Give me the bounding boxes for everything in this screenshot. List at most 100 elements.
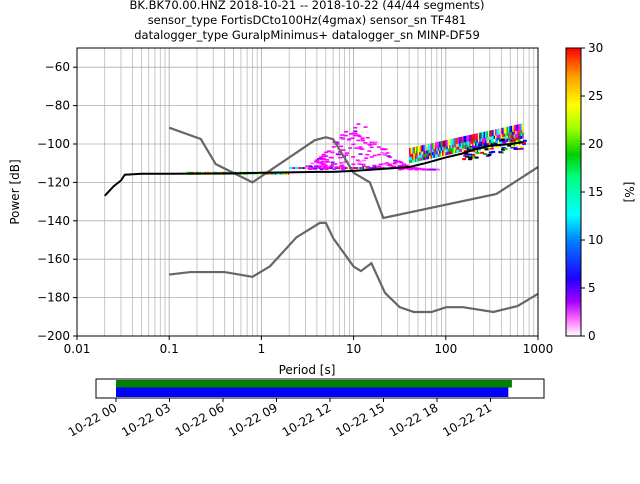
pdf-cell — [362, 167, 365, 170]
excursion-cell — [307, 168, 312, 170]
excursion-cell — [385, 162, 390, 164]
excursion-cell — [410, 167, 415, 170]
y-tick-label: −180 — [37, 291, 70, 305]
pdf-cell — [344, 167, 347, 170]
excursion-cell — [355, 159, 360, 162]
pdf-cell-dense — [468, 158, 473, 161]
pdf-cell — [376, 167, 378, 170]
excursion-cell — [325, 160, 330, 163]
pdf-cell — [436, 142, 438, 149]
pdf-cell — [444, 140, 447, 147]
excursion-cell — [317, 164, 322, 167]
excursion-cell — [369, 156, 374, 158]
excursion-cell — [324, 159, 329, 161]
excursion-cell — [339, 164, 344, 167]
pdf-cell — [299, 167, 302, 170]
pdf-cell-dense — [501, 148, 506, 151]
y-tick-label: −140 — [37, 214, 70, 228]
excursion-cell — [351, 156, 356, 158]
pdf-cell — [497, 128, 500, 135]
pdf-cell — [486, 131, 488, 138]
excursion-cell — [365, 136, 370, 139]
pdf-cell — [452, 138, 454, 145]
excursion-cell — [331, 146, 336, 148]
excursion-cell — [340, 138, 345, 141]
pdf-cell — [429, 143, 431, 150]
excursion-cell — [319, 162, 324, 164]
pdf-cell-dense — [515, 140, 520, 143]
excursion-cell — [361, 139, 366, 142]
excursion-cell — [341, 149, 346, 151]
pdf-cell — [482, 132, 484, 139]
timeline-tick-label: 10-22 21 — [440, 400, 494, 439]
pdf-cell — [499, 128, 501, 135]
colorbar-tick-label: 25 — [588, 89, 603, 103]
pdf-cell-dense — [468, 147, 473, 150]
y-tick-label: −160 — [37, 252, 70, 266]
pdf-cell — [296, 167, 299, 170]
pdf-cell — [364, 167, 366, 170]
excursion-cell — [361, 165, 366, 168]
pdf-cell — [433, 142, 435, 149]
pdf-cell — [359, 167, 362, 170]
colorbar-tick-label: 10 — [588, 233, 603, 247]
plot-area — [77, 48, 538, 336]
pdf-cell-dense — [462, 158, 467, 161]
excursion-cell — [340, 168, 345, 171]
pdf-cell — [495, 129, 497, 136]
pdf-cell — [500, 127, 503, 135]
excursion-cell — [362, 159, 367, 162]
x-tick-label: 100 — [434, 342, 457, 356]
pdf-cell-dense — [483, 153, 488, 156]
excursion-cell — [339, 136, 344, 139]
timeline-bar-blue — [116, 387, 509, 397]
excursion-cell — [435, 168, 440, 171]
timeline-bar-green — [116, 380, 512, 388]
excursion-cell — [372, 164, 377, 167]
pdf-cell — [361, 167, 363, 170]
pdf-cell — [473, 133, 476, 141]
pdf-cell-dense — [490, 143, 495, 146]
pdf-cell — [413, 147, 415, 154]
pdf-cell-dense — [519, 146, 524, 149]
x-tick-label: 1000 — [523, 342, 554, 356]
pdf-cell — [447, 139, 450, 146]
pdf-cell — [332, 167, 335, 170]
excursion-cell — [330, 150, 335, 153]
excursion-cell — [392, 162, 397, 165]
excursion-cell — [377, 165, 382, 168]
excursion-cell — [365, 165, 370, 168]
pdf-cell-dense — [475, 151, 480, 154]
timeline-tick-label: 10-22 00 — [66, 400, 120, 439]
colorbar-tick-label: 15 — [588, 185, 603, 199]
mode-line-group — [104, 141, 524, 197]
pdf-cell-dense — [513, 140, 518, 143]
excursion-cell — [400, 168, 405, 170]
pdf-cell — [477, 132, 480, 140]
pdf-cell — [414, 146, 417, 153]
pdf-cell — [305, 167, 308, 170]
pdf-cell-dense — [488, 151, 493, 154]
excursion-cell — [316, 161, 321, 164]
pdf-cell — [472, 134, 474, 141]
timeline-tick-label: 10-22 15 — [333, 400, 387, 439]
excursion-cell — [358, 153, 363, 155]
pdf-cell — [487, 130, 490, 138]
pdf-cell-dense — [495, 145, 500, 148]
pdf-cell-dense — [491, 150, 496, 153]
pdf-cell — [496, 128, 498, 136]
excursion-cell — [403, 167, 408, 170]
excursion-cell — [367, 143, 372, 145]
pdf-cell-dense — [515, 143, 520, 146]
x-ticks: 0.01 0.1 1 10 100 1000 — [64, 336, 554, 356]
pdf-cell-dense — [516, 138, 521, 141]
pdf-cell — [503, 127, 506, 134]
excursion-cell — [398, 168, 403, 171]
pdf-cell — [346, 167, 348, 170]
x-tick-label: 0.01 — [64, 342, 91, 356]
pdf-cell-dense — [480, 151, 485, 154]
excursion-cell — [404, 164, 409, 167]
y-axis-label: Power [dB] — [8, 159, 22, 224]
excursion-cell — [363, 126, 368, 128]
